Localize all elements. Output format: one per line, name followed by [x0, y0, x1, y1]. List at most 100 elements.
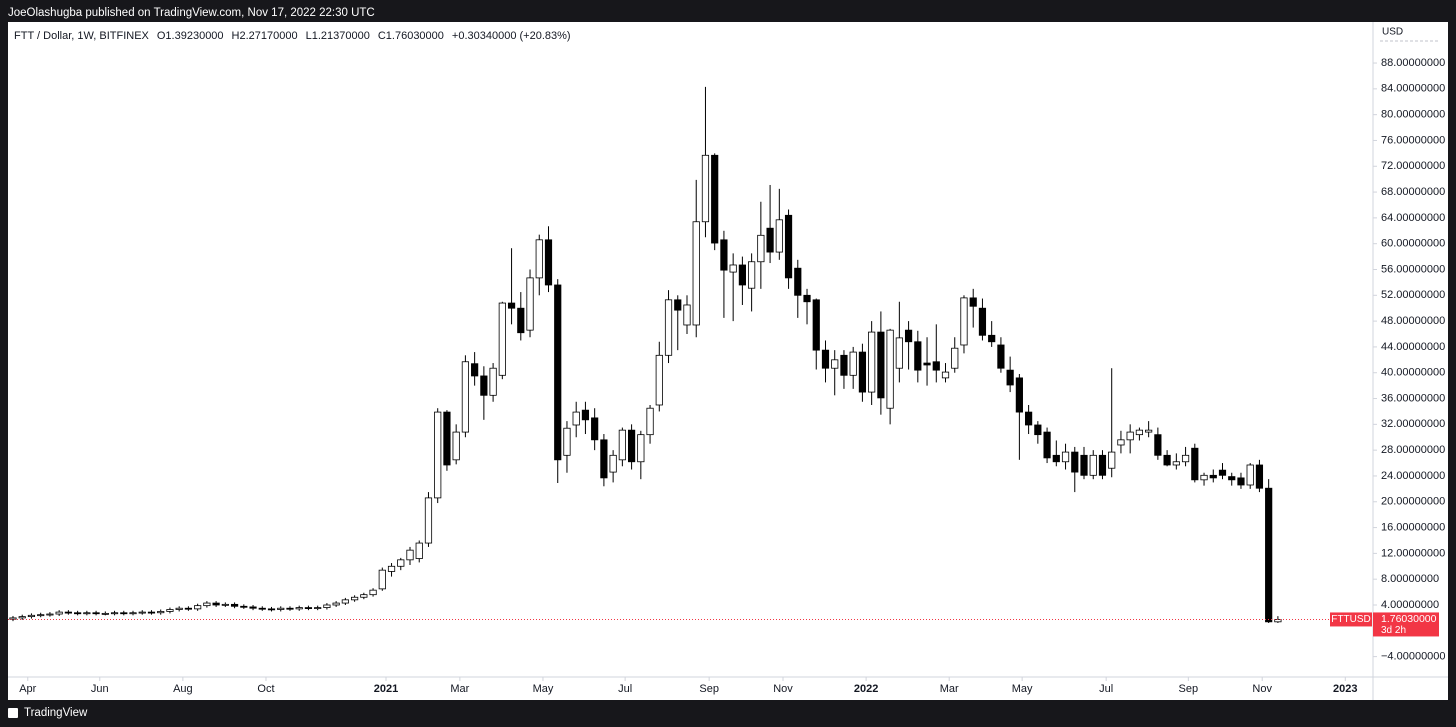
candle-body: [720, 239, 728, 271]
candle-body: [1089, 454, 1097, 476]
candle-body: [1052, 454, 1060, 463]
candle-body: [83, 612, 91, 615]
candle-body: [895, 337, 903, 369]
candle-body: [249, 606, 257, 609]
candle-body: [221, 603, 229, 606]
candle-body: [1043, 431, 1051, 459]
candle-body: [101, 612, 109, 615]
candle-body: [535, 239, 543, 279]
candle-body: [646, 407, 654, 436]
candle-body: [1237, 477, 1245, 486]
candle-body: [1034, 424, 1042, 436]
brand-name: TradingView: [24, 707, 88, 719]
candle-body: [406, 549, 414, 561]
candle-body: [775, 219, 783, 253]
candle-body: [1015, 377, 1023, 413]
candle-body: [600, 439, 608, 479]
candle-body: [341, 599, 349, 604]
candle-body: [295, 607, 303, 610]
candle-body: [692, 221, 700, 326]
candle-body: [581, 409, 590, 421]
y-tick-label: 8.00000000: [1381, 573, 1439, 585]
x-tick-label: 2021: [374, 683, 398, 695]
candle-body: [138, 611, 146, 614]
candle-body: [932, 361, 940, 371]
candle-body: [360, 594, 368, 598]
price-tag: 1.76030000: [1381, 613, 1437, 625]
x-tick-label: Jul: [618, 683, 632, 695]
candle-body: [1191, 447, 1199, 481]
candle-body: [701, 154, 710, 223]
candle-body: [471, 363, 479, 377]
y-tick-label: 64.00000000: [1381, 212, 1445, 224]
y-tick-label: 28.00000000: [1381, 444, 1445, 456]
candle-body: [1006, 369, 1014, 386]
candle-body: [1098, 454, 1107, 476]
candle-body: [378, 569, 386, 590]
y-tick-label: 32.00000000: [1381, 418, 1445, 430]
candle-body: [683, 304, 691, 326]
candle-body: [480, 375, 488, 396]
x-tick-label: Jun: [91, 683, 109, 695]
legend-field: +0.30340000 (+20.83%): [452, 30, 571, 42]
y-tick-label: 40.00000000: [1381, 367, 1445, 379]
candle-body: [175, 607, 183, 610]
candle-body: [212, 602, 220, 606]
candle-body: [498, 302, 506, 376]
candle-body: [387, 565, 396, 572]
y-tick-label: 44.00000000: [1381, 341, 1445, 353]
chart-area: [8, 22, 1448, 700]
candle-body: [609, 454, 617, 473]
candle-body: [664, 299, 673, 356]
y-tick-label: 4.00000000: [1381, 599, 1439, 611]
candle-body: [1061, 451, 1070, 463]
candle-body: [1209, 474, 1217, 479]
candle-body: [738, 264, 746, 286]
y-tick-label: 68.00000000: [1381, 186, 1445, 198]
candle-body: [941, 371, 950, 379]
x-tick-label: 2022: [854, 683, 878, 695]
candle-body: [563, 427, 571, 456]
legend: FTT / Dollar, 1W, BITFINEX O1.39230000 H2…: [14, 30, 571, 42]
candle-body: [110, 612, 119, 615]
symbol-tag-bg: [1330, 612, 1372, 627]
candle-body: [886, 329, 894, 409]
y-tick-label: 76.00000000: [1381, 134, 1445, 146]
y-tick-label: 52.00000000: [1381, 289, 1445, 301]
candle-body: [821, 349, 830, 369]
candle-body: [729, 264, 737, 273]
candle-body: [1218, 469, 1227, 476]
candle-body: [304, 607, 313, 609]
candle-body: [969, 297, 977, 307]
candle-body: [46, 613, 54, 616]
candle-body: [1172, 461, 1180, 466]
x-tick-label: Oct: [257, 683, 274, 695]
candle-body: [1154, 434, 1162, 456]
candle-body: [517, 307, 525, 334]
candle-body: [1135, 429, 1144, 436]
candle-body: [637, 434, 645, 463]
candle-body: [784, 214, 793, 279]
x-tick-label: Apr: [19, 683, 36, 695]
candle-body: [1265, 487, 1273, 623]
x-tick-label: Nov: [773, 683, 793, 695]
candle-body: [1126, 431, 1134, 441]
candle-body: [240, 605, 248, 608]
candle-body: [286, 607, 294, 610]
y-tick-label: 80.00000000: [1381, 109, 1445, 121]
candle-body: [1025, 411, 1033, 426]
candle-body: [627, 429, 636, 463]
candle-body: [831, 359, 839, 369]
candle-body: [794, 267, 802, 296]
candle-body: [988, 334, 996, 343]
y-tick-label: 56.00000000: [1381, 263, 1445, 275]
brand-logo: [8, 708, 18, 718]
candle-body: [1071, 451, 1079, 473]
candle-body: [120, 612, 128, 615]
symbol-tag: FTTUSD: [1331, 614, 1370, 625]
x-tick-label: Mar: [940, 683, 959, 695]
candle-body: [849, 351, 857, 376]
byline: JoeOlashugba published on TradingView.co…: [8, 7, 375, 19]
y-tick-label: 16.00000000: [1381, 521, 1445, 533]
